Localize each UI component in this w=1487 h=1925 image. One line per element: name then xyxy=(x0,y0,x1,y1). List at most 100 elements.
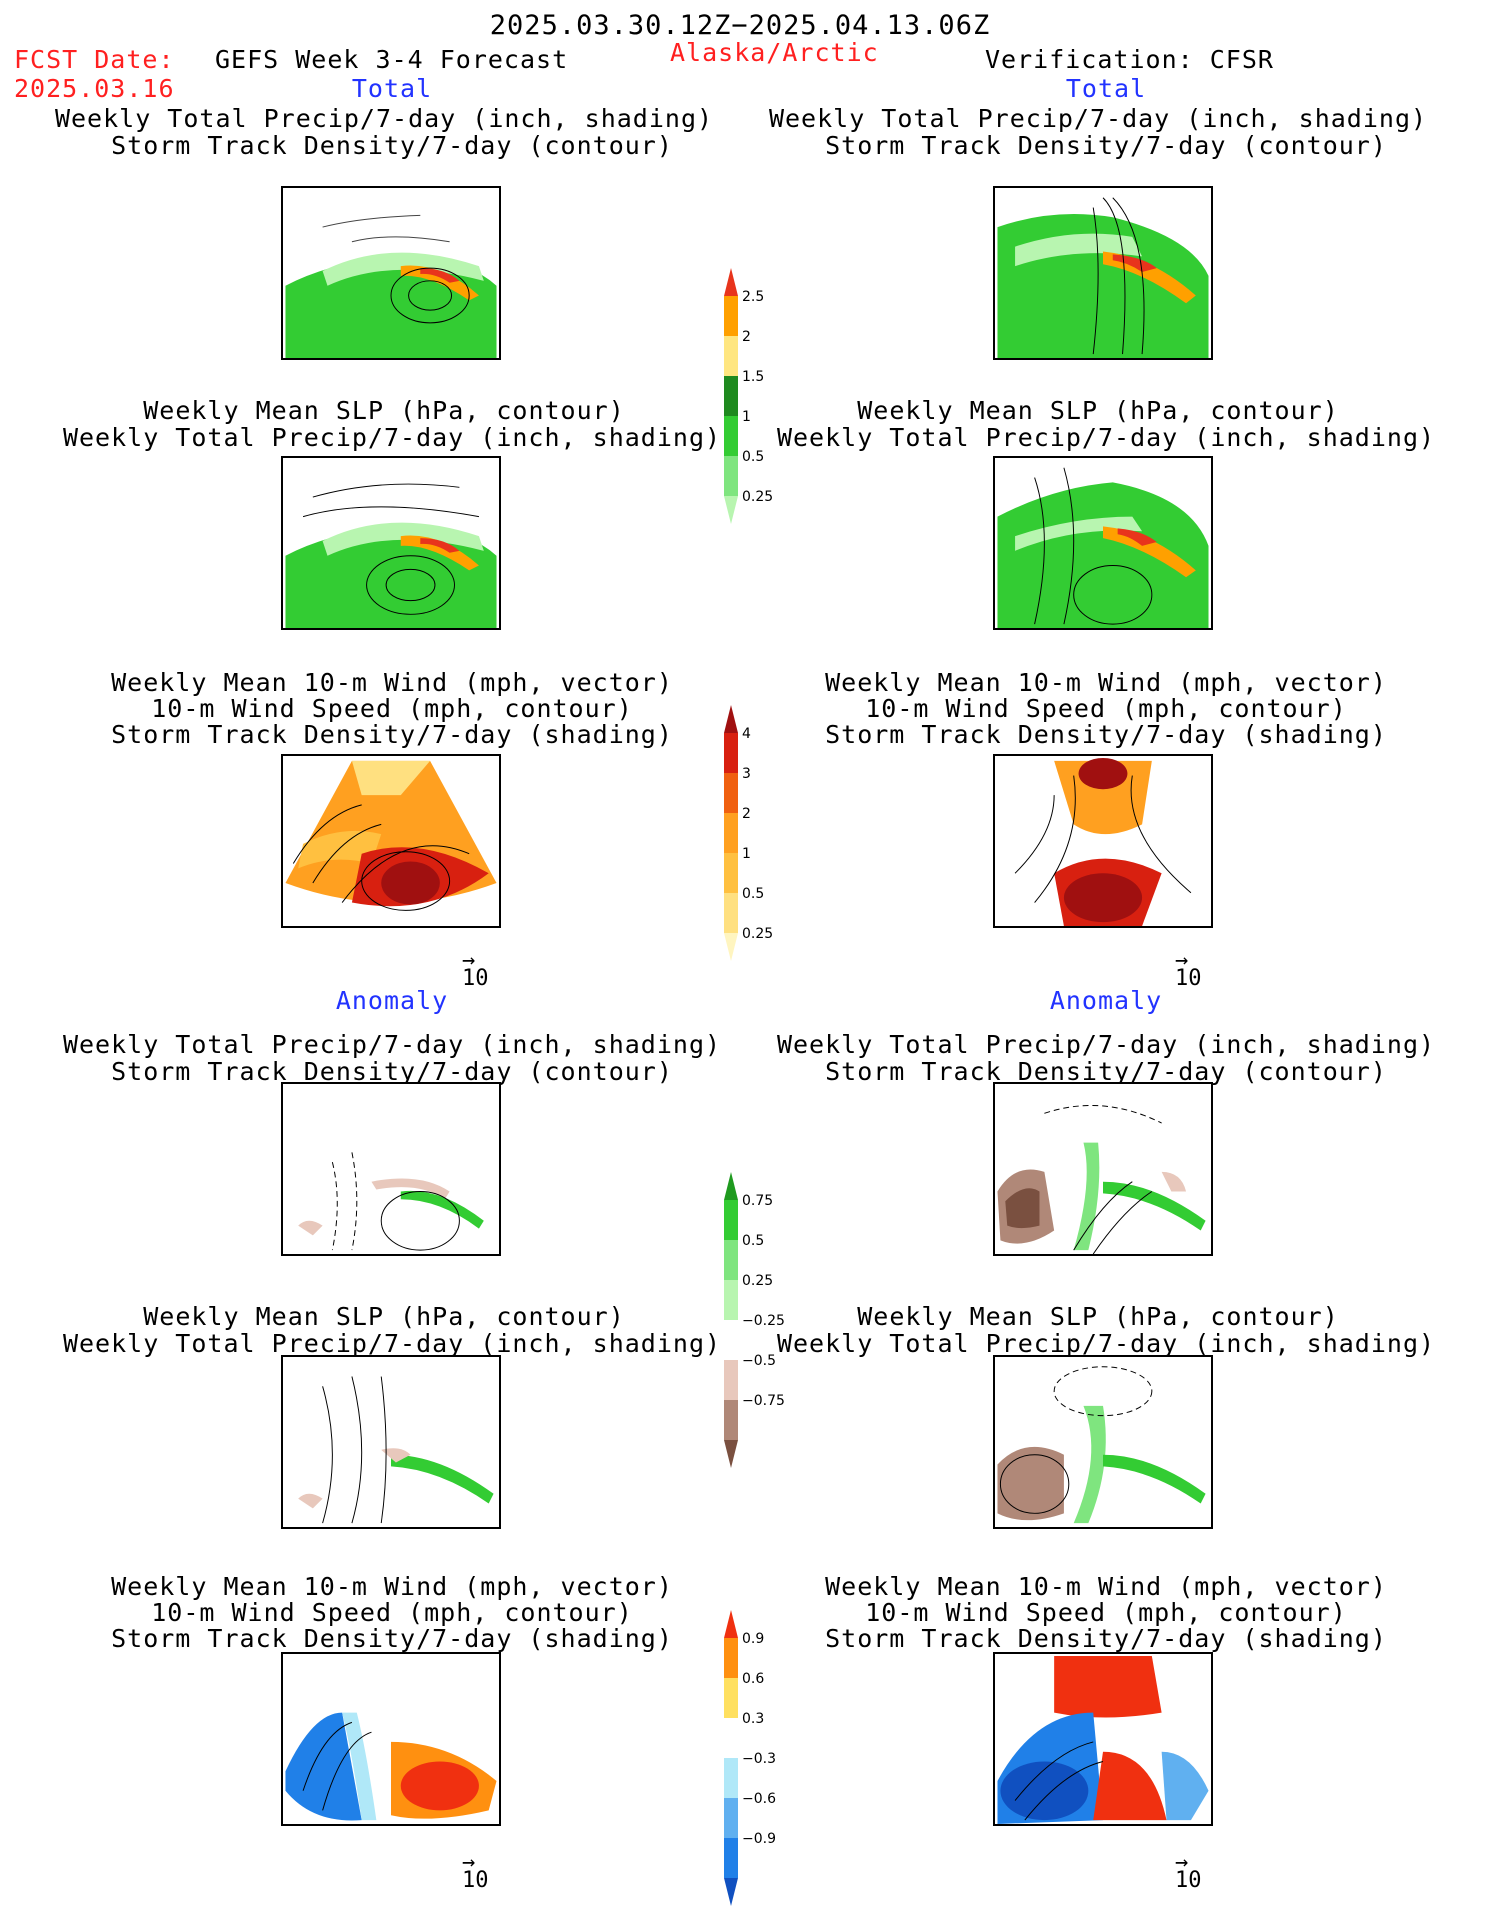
panel-title: 10-m Wind Speed (mph, contour) xyxy=(151,1598,633,1627)
panel-title: Storm Track Density/7-day (contour) xyxy=(825,131,1387,160)
map-gefs-total-precip xyxy=(281,186,501,360)
colorbar-swatch xyxy=(724,1678,738,1718)
colorbar-swatch xyxy=(724,496,738,524)
colorbar-tick-label: 0.3 xyxy=(742,1711,764,1727)
map-gefs-anom-wind xyxy=(281,1652,501,1826)
colorbar-tick-label: 1 xyxy=(742,846,751,862)
colorbar-tick-label: 0.5 xyxy=(742,449,764,465)
section-anomaly-left: Anomaly xyxy=(335,986,449,1015)
vector-reference-arrow: → xyxy=(1175,1850,1189,1875)
colorbar-total-storm-density: 4 3 2 1 0.5 0.25 xyxy=(720,705,810,995)
panel-title: Weekly Mean 10-m Wind (mph, vector) xyxy=(111,668,673,697)
panel-title: Weekly Mean 10-m Wind (mph, vector) xyxy=(825,668,1387,697)
colorbar-swatch xyxy=(724,1440,738,1468)
colorbar-swatch xyxy=(724,296,738,336)
colorbar-tick-label: 0.9 xyxy=(742,1631,764,1647)
fcst-date-value: 2025.03.16 xyxy=(14,74,175,103)
colorbar-anomaly-precip: 0.75 0.5 0.25 −0.25 −0.5 −0.75 xyxy=(720,1172,810,1468)
colorbar-tick-label: 2 xyxy=(742,806,751,822)
panel-title: Storm Track Density/7-day (contour) xyxy=(111,131,673,160)
colorbar-tick-label: 0.25 xyxy=(742,1273,773,1289)
colorbar-swatch xyxy=(724,336,738,376)
colorbar-swatch xyxy=(724,376,738,416)
colorbar-tick-label: 0.75 xyxy=(742,1193,773,1209)
colorbar-swatch xyxy=(724,1400,738,1440)
colorbar-tick-label: −0.9 xyxy=(742,1831,776,1847)
map-gefs-anom-precip xyxy=(281,1082,501,1256)
vector-reference-label: 10 xyxy=(1175,1868,1202,1893)
fcst-date-label: FCST Date: xyxy=(14,45,175,74)
colorbar-tick-label: 2.5 xyxy=(742,289,764,305)
colorbar-tick-label: 0.25 xyxy=(742,926,773,942)
colorbar-swatch xyxy=(724,933,738,961)
colorbar-swatch xyxy=(724,416,738,456)
colorbar-swatch xyxy=(724,705,738,733)
vector-reference-arrow: → xyxy=(462,1850,476,1875)
verification-title: Verification: CFSR xyxy=(985,45,1274,74)
panel-title: Weekly Mean SLP (hPa, contour) xyxy=(857,1302,1339,1331)
map-cfsr-total-wind xyxy=(993,754,1213,928)
period-title: 2025.03.30.12Z−2025.04.13.06Z xyxy=(489,10,991,41)
colorbar-swatch xyxy=(724,1758,738,1798)
vector-reference-label: 10 xyxy=(1175,966,1202,991)
panel-title: Storm Track Density/7-day (contour) xyxy=(111,1057,673,1086)
colorbar-tick-label: −0.75 xyxy=(742,1393,785,1409)
vector-reference-arrow: → xyxy=(1175,948,1189,973)
map-gefs-total-slp xyxy=(281,456,501,630)
colorbar-tick-label: −0.5 xyxy=(742,1353,776,1369)
colorbar-tick-label: −0.6 xyxy=(742,1791,776,1807)
colorbar-tick-label: 1 xyxy=(742,409,751,425)
colorbar-tick-label: −0.25 xyxy=(742,1313,785,1329)
panel-title: 10-m Wind Speed (mph, contour) xyxy=(865,1598,1347,1627)
colorbar-swatch xyxy=(724,268,738,296)
colorbar-swatch xyxy=(724,853,738,893)
colorbar-tick-label: 3 xyxy=(742,766,751,782)
map-cfsr-total-precip xyxy=(993,186,1213,360)
colorbar-swatch xyxy=(724,456,738,496)
panel-title: Weekly Total Precip/7-day (inch, shading… xyxy=(776,1030,1436,1059)
panel-title: 10-m Wind Speed (mph, contour) xyxy=(151,694,633,723)
panel-title: Weekly Mean SLP (hPa, contour) xyxy=(143,396,625,425)
panel-title: Weekly Total Precip/7-day (inch, shading… xyxy=(776,423,1436,452)
vector-reference-label: 10 xyxy=(462,966,489,991)
product-title: GEFS Week 3-4 Forecast xyxy=(215,45,569,74)
colorbar-swatch xyxy=(724,733,738,773)
panel-title: Storm Track Density/7-day (shading) xyxy=(825,1624,1387,1653)
colorbar-swatch xyxy=(724,1280,738,1320)
colorbar-tick-label: 2 xyxy=(742,329,751,345)
vector-reference-label: 10 xyxy=(462,1868,489,1893)
colorbar-swatch xyxy=(724,773,738,813)
vector-reference-arrow: → xyxy=(462,948,476,973)
region-title: Alaska/Arctic xyxy=(670,38,879,67)
colorbar-tick-label: 0.25 xyxy=(742,489,773,505)
panel-title: Weekly Mean 10-m Wind (mph, vector) xyxy=(825,1572,1387,1601)
colorbar-tick-label: 0.5 xyxy=(742,886,764,902)
panel-title: Storm Track Density/7-day (shading) xyxy=(111,1624,673,1653)
colorbar-tick-label: 1.5 xyxy=(742,369,764,385)
panel-title: Weekly Total Precip/7-day (inch, shading… xyxy=(768,104,1428,133)
colorbar-swatch xyxy=(724,1320,738,1360)
panel-title: 10-m Wind Speed (mph, contour) xyxy=(865,694,1347,723)
colorbar-tick-label: 0.6 xyxy=(742,1671,764,1687)
map-gefs-anom-slp xyxy=(281,1355,501,1529)
section-anomaly-right: Anomaly xyxy=(1049,986,1163,1015)
colorbar-swatch xyxy=(724,1240,738,1280)
colorbar-swatch xyxy=(724,1200,738,1240)
panel-title: Storm Track Density/7-day (shading) xyxy=(825,720,1387,749)
map-gefs-total-wind xyxy=(281,754,501,928)
colorbar-swatch xyxy=(724,1360,738,1400)
colorbar-swatch xyxy=(724,893,738,933)
colorbar-swatch xyxy=(724,1878,738,1906)
section-total-right: Total xyxy=(1065,74,1147,103)
colorbar-anomaly-storm-density: 0.9 0.6 0.3 −0.3 −0.6 −0.9 xyxy=(720,1610,810,1906)
colorbar-tick-label: 4 xyxy=(742,726,751,742)
map-cfsr-anom-precip xyxy=(993,1082,1213,1256)
panel-title: Storm Track Density/7-day (shading) xyxy=(111,720,673,749)
map-cfsr-total-slp xyxy=(993,456,1213,630)
colorbar-swatch xyxy=(724,1172,738,1200)
panel-title: Weekly Total Precip/7-day (inch, shading… xyxy=(62,423,722,452)
colorbar-swatch xyxy=(724,1798,738,1838)
panel-title: Weekly Total Precip/7-day (inch, shading… xyxy=(776,1329,1436,1358)
colorbar-total-precip: 2.5 2 1.5 1 0.5 0.25 xyxy=(720,268,810,558)
panel-title: Weekly Total Precip/7-day (inch, shading… xyxy=(62,1030,722,1059)
